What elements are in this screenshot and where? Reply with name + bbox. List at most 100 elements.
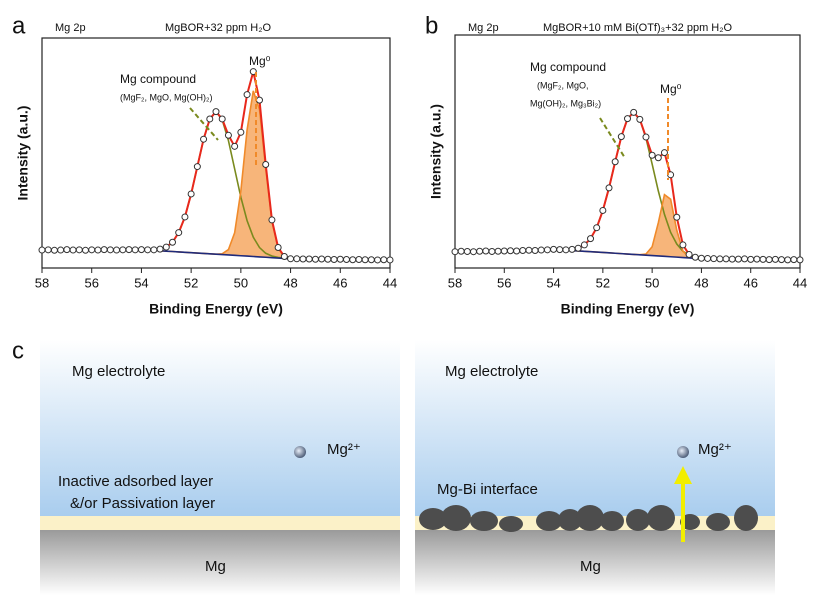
- ion: [294, 446, 306, 458]
- x-tick-label: 58: [35, 275, 49, 290]
- data-point: [741, 255, 749, 263]
- data-point: [299, 255, 307, 263]
- spectrum-label: Mg 2p: [55, 22, 86, 34]
- data-point: [243, 91, 251, 99]
- plot-frame: [454, 34, 801, 269]
- data-point: [580, 241, 588, 249]
- data-point: [617, 133, 625, 141]
- bi-particles: [419, 505, 758, 532]
- data-point: [685, 250, 693, 258]
- peak-fill: [141, 90, 291, 259]
- data-point: [605, 184, 613, 192]
- mg-metal: [40, 530, 400, 595]
- label: Mg²⁺: [698, 441, 732, 458]
- data-point: [488, 247, 496, 255]
- data-point: [710, 255, 718, 263]
- data-point: [150, 246, 158, 254]
- x-tick-label: 50: [645, 275, 659, 290]
- data-point: [137, 246, 145, 254]
- data-point: [574, 244, 582, 252]
- data-point: [293, 255, 301, 263]
- x-tick-label: 44: [383, 275, 397, 290]
- data-point: [759, 255, 767, 263]
- data-point: [237, 128, 245, 136]
- data-point: [318, 255, 326, 263]
- x-tick-label: 54: [134, 275, 148, 290]
- data-point: [543, 246, 551, 254]
- data-point: [336, 255, 344, 263]
- data-point: [463, 247, 471, 255]
- spectrum-label: Mg 2p: [468, 22, 499, 34]
- data-point: [156, 245, 164, 253]
- data-point: [162, 243, 170, 251]
- data-point: [476, 247, 484, 255]
- data-point: [63, 246, 71, 254]
- data-point: [636, 115, 644, 123]
- annotation: Mg compound: [530, 60, 606, 74]
- data-point: [722, 255, 730, 263]
- data-point: [469, 248, 477, 256]
- x-tick-label: 46: [333, 275, 347, 290]
- annotation: Mg(OH)₂, Mg₃Bi₂): [530, 98, 601, 108]
- data-point: [753, 255, 761, 263]
- data-point: [200, 135, 208, 143]
- data-point: [169, 238, 176, 246]
- mg-metal: [415, 530, 775, 595]
- data-point: [747, 255, 755, 263]
- data-point: [525, 246, 533, 254]
- data-point: [349, 256, 357, 264]
- data-point: [113, 246, 121, 254]
- data-point: [280, 253, 288, 260]
- data-point: [457, 247, 465, 255]
- x-tick-label: 50: [234, 275, 248, 290]
- data-point: [537, 246, 545, 254]
- plot-frame: [41, 37, 391, 269]
- data-point: [106, 246, 114, 254]
- data-point: [82, 246, 89, 254]
- x-axis-label: Binding Energy (eV): [561, 301, 695, 317]
- data-point: [513, 247, 521, 255]
- annotation: (MgF₂, MgO,: [537, 80, 589, 90]
- x-tick-label: 44: [793, 275, 807, 290]
- data-point: [568, 245, 576, 253]
- data-point: [44, 246, 52, 254]
- data-point: [311, 255, 319, 263]
- x-tick-label: 48: [694, 275, 708, 290]
- y-axis-label: Intensity (a.u.): [15, 106, 31, 201]
- data-point: [593, 224, 601, 232]
- data-point: [451, 248, 459, 256]
- label: Mg: [205, 558, 226, 575]
- data-point: [50, 246, 58, 254]
- data-point: [330, 255, 338, 263]
- label: Inactive adsorbed layer: [58, 473, 213, 490]
- data-point: [324, 255, 332, 263]
- y-axis-label: Intensity (a.u.): [428, 104, 444, 199]
- data-point: [256, 96, 263, 104]
- data-point: [500, 247, 508, 255]
- ion: [677, 446, 689, 458]
- data-point: [175, 229, 183, 237]
- annotation: (MgF₂, MgO, Mg(OH)₂): [120, 92, 212, 102]
- data-point: [556, 246, 564, 254]
- electrolyte: [415, 340, 775, 516]
- data-point: [519, 247, 527, 255]
- x-tick-label: 54: [546, 275, 560, 290]
- x-tick-label: 56: [84, 275, 98, 290]
- data-point: [367, 256, 375, 264]
- data-point: [249, 68, 257, 76]
- data-point: [75, 246, 83, 254]
- data-point: [728, 255, 736, 263]
- data-point: [274, 244, 282, 252]
- label: Mg electrolyte: [445, 363, 538, 380]
- data-point: [94, 246, 102, 254]
- data-point: [361, 256, 369, 264]
- data-point: [624, 115, 631, 123]
- data-point: [125, 246, 133, 254]
- schematic: c Mg electrolyte Mg²⁺ Inactive adsorbed …: [12, 337, 775, 595]
- data-point: [287, 255, 295, 263]
- data-point: [654, 154, 662, 162]
- data-point: [494, 247, 502, 255]
- data-point: [704, 254, 712, 262]
- data-point: [673, 213, 681, 221]
- arrow-head: [674, 466, 692, 484]
